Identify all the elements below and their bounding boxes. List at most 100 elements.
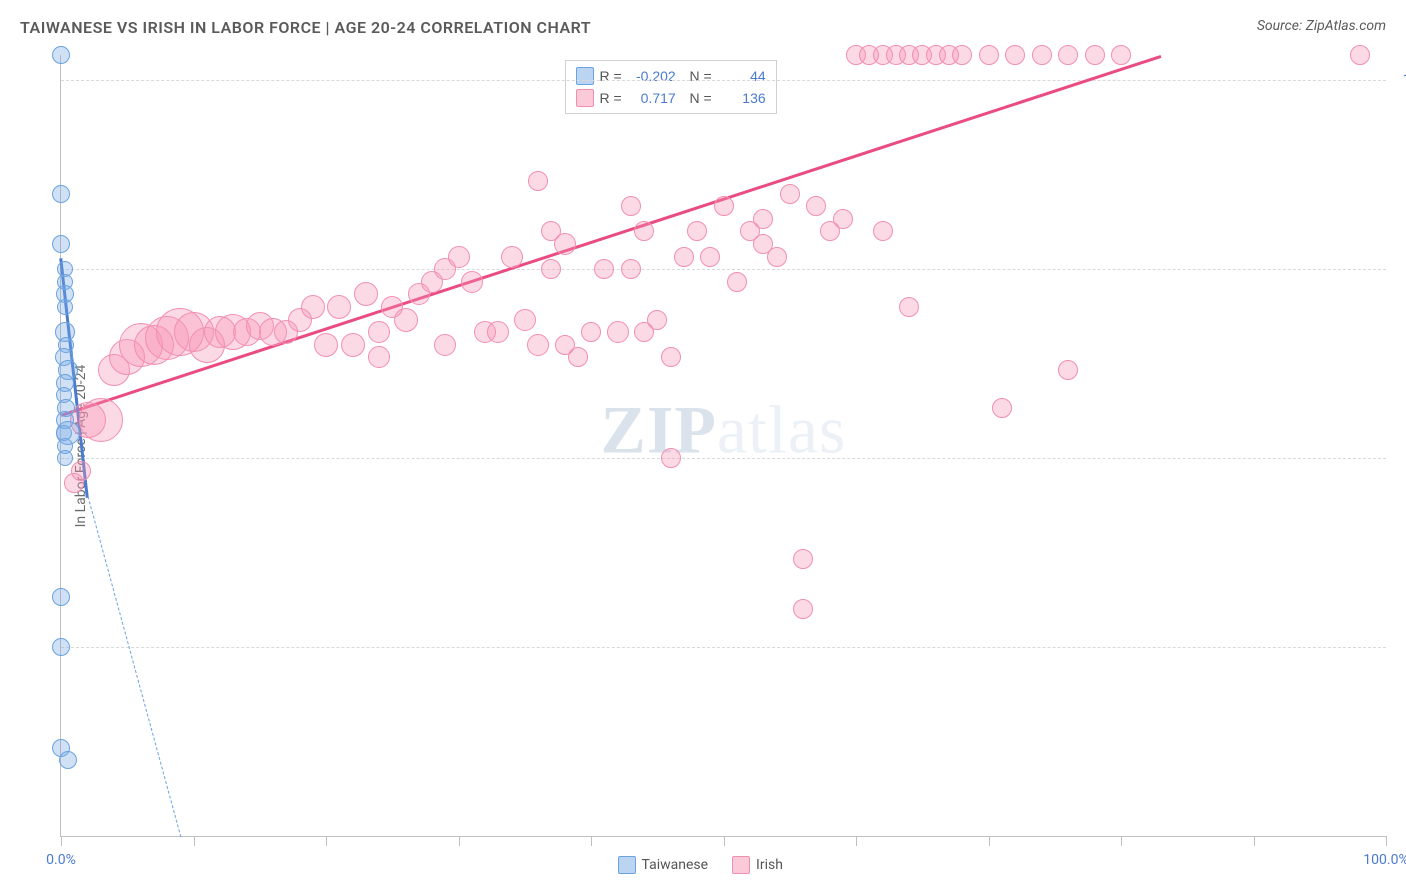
gridline	[61, 269, 1386, 270]
data-point	[301, 295, 325, 319]
data-point	[992, 398, 1012, 418]
data-point	[979, 45, 999, 65]
data-point	[621, 196, 641, 216]
data-point	[554, 233, 576, 255]
correlation-legend: R = -0.202 N = 44 R = 0.717 N = 136	[565, 60, 777, 114]
data-point	[71, 461, 91, 481]
legend-item-irish: Irish	[732, 856, 783, 874]
x-tick	[326, 836, 327, 846]
data-point	[52, 638, 70, 656]
plot-area: In Labor Force | Age 20-24 ZIPatlas R = …	[60, 55, 1386, 837]
chart-container: TAIWANESE VS IRISH IN LABOR FORCE | AGE …	[0, 0, 1406, 892]
data-point	[661, 448, 681, 468]
data-point	[607, 321, 629, 343]
data-point	[1058, 360, 1078, 380]
chart-title: TAIWANESE VS IRISH IN LABOR FORCE | AGE …	[20, 18, 591, 37]
data-point	[793, 549, 813, 569]
n-label: N =	[682, 65, 712, 87]
data-point	[59, 751, 77, 769]
r-label: R =	[600, 87, 622, 109]
data-point	[394, 308, 418, 332]
n-value-irish: 136	[718, 87, 766, 109]
swatch-blue-icon	[618, 856, 636, 874]
legend-item-taiwanese: Taiwanese	[618, 856, 709, 874]
data-point	[767, 247, 787, 267]
data-point	[674, 247, 694, 267]
swatch-pink-icon	[576, 89, 594, 107]
data-point	[368, 346, 390, 368]
data-point	[568, 347, 588, 367]
data-point	[341, 333, 365, 357]
data-point	[1058, 45, 1078, 65]
data-point	[1032, 45, 1052, 65]
x-tick	[1121, 836, 1122, 846]
x-tick	[724, 836, 725, 846]
data-point	[448, 246, 470, 268]
data-point	[541, 259, 561, 279]
gridline	[61, 80, 1386, 81]
data-point	[1085, 45, 1105, 65]
data-point	[327, 295, 351, 319]
watermark-light: atlas	[717, 391, 847, 467]
data-point	[501, 246, 523, 268]
gridline	[61, 458, 1386, 459]
gridline	[61, 647, 1386, 648]
data-point	[661, 347, 681, 367]
x-tick-label: 100.0%	[1363, 852, 1406, 868]
source-label: Source: ZipAtlas.com	[1257, 18, 1386, 34]
data-point	[79, 398, 123, 442]
data-point	[527, 334, 549, 356]
data-point	[647, 310, 667, 330]
n-label: N =	[682, 87, 712, 109]
n-value-taiwanese: 44	[718, 65, 766, 87]
r-value-taiwanese: -0.202	[628, 65, 676, 87]
data-point	[368, 321, 390, 343]
r-value-irish: 0.717	[628, 87, 676, 109]
legend-label-taiwanese: Taiwanese	[642, 857, 709, 873]
data-point	[594, 259, 614, 279]
data-point	[52, 46, 70, 64]
data-point	[461, 271, 483, 293]
data-point	[514, 309, 536, 331]
x-tick	[1254, 836, 1255, 846]
data-point	[314, 333, 338, 357]
x-tick	[194, 836, 195, 846]
data-point	[873, 221, 893, 241]
data-point	[714, 196, 734, 216]
x-tick	[591, 836, 592, 846]
legend-label-irish: Irish	[756, 857, 783, 873]
trend-line	[87, 496, 181, 836]
data-point	[687, 221, 707, 241]
x-tick	[856, 836, 857, 846]
legend-row-irish: R = 0.717 N = 136	[576, 87, 766, 109]
data-point	[753, 209, 773, 229]
data-point	[1350, 45, 1370, 65]
data-point	[1111, 45, 1131, 65]
legend-row-taiwanese: R = -0.202 N = 44	[576, 65, 766, 87]
data-point	[899, 297, 919, 317]
x-tick	[1386, 836, 1387, 846]
data-point	[581, 322, 601, 342]
data-point	[487, 321, 509, 343]
data-point	[806, 196, 826, 216]
data-point	[354, 282, 378, 306]
data-point	[56, 421, 80, 445]
watermark-bold: ZIP	[601, 391, 717, 467]
data-point	[780, 184, 800, 204]
data-point	[727, 272, 747, 292]
r-label: R =	[600, 65, 622, 87]
y-tick-label: 100.0%	[1403, 72, 1406, 88]
data-point	[57, 299, 73, 315]
swatch-blue-icon	[576, 67, 594, 85]
data-point	[52, 185, 70, 203]
swatch-pink-icon	[732, 856, 750, 874]
data-point	[621, 259, 641, 279]
data-point	[52, 235, 70, 253]
data-point	[952, 45, 972, 65]
x-tick	[61, 836, 62, 846]
data-point	[700, 247, 720, 267]
data-point	[1005, 45, 1025, 65]
data-point	[57, 450, 73, 466]
data-point	[52, 588, 70, 606]
data-point	[634, 221, 654, 241]
